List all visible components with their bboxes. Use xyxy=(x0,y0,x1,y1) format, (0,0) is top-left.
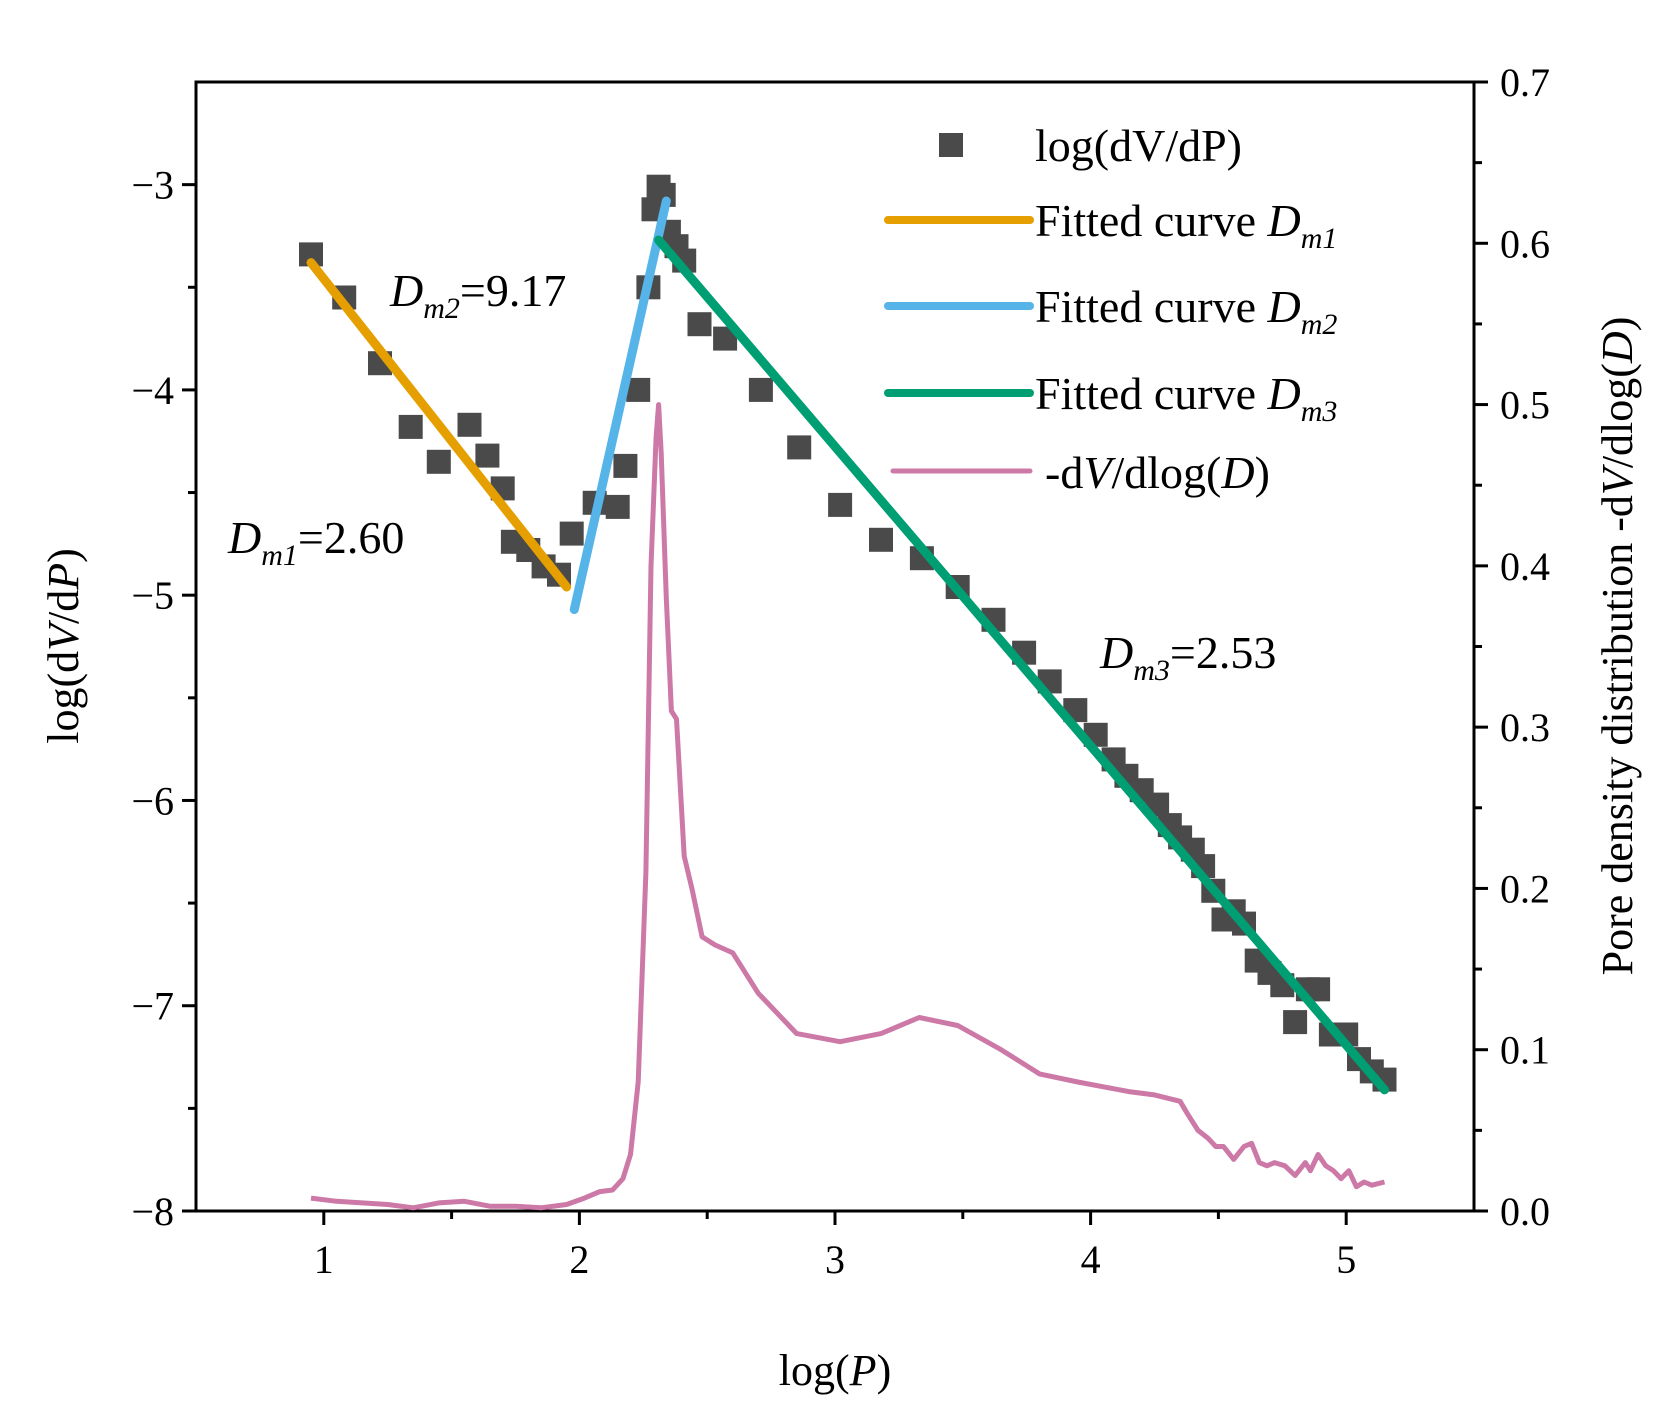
legend-marker-scatter xyxy=(939,133,963,157)
y-right-tick-label: 0.5 xyxy=(1500,383,1550,428)
y-right-tick-label: 0.3 xyxy=(1500,705,1550,750)
scatter-point xyxy=(828,492,853,517)
scatter-point xyxy=(559,521,584,546)
annotation-dm2: Dm2=9.17 xyxy=(389,265,566,325)
fit-line-dm2 xyxy=(569,196,671,615)
x-tick-label: 1 xyxy=(314,1237,334,1282)
y-tick-label: −4 xyxy=(131,368,174,413)
legend-label-dm2: Fitted curve Dm2 xyxy=(1035,281,1337,341)
axis-ticks: 1 2 3 4 5 −3 −4 −5 −6 −7 −8 0.7 0.6 0.5 0.4 0.3 0.2 0.1 0.… xyxy=(131,60,1550,1282)
y-right-tick-label: 0.2 xyxy=(1500,866,1550,911)
y-tick-label: −8 xyxy=(131,1189,174,1234)
legend-label-dm3: Fitted curve Dm3 xyxy=(1035,368,1337,428)
y-tick-label: −5 xyxy=(131,573,174,618)
scatter-point xyxy=(426,449,451,474)
y-right-tick-label: 0.0 xyxy=(1500,1189,1550,1234)
y-right-tick-label: 0.6 xyxy=(1500,221,1550,266)
scatter-point xyxy=(687,312,712,337)
scatter-point xyxy=(475,443,500,468)
y-right-tick-label: 0.7 xyxy=(1500,60,1550,105)
scatter-point xyxy=(398,414,423,439)
annotation-dm1: Dm1=2.60 xyxy=(227,512,404,572)
scatter-point xyxy=(787,435,812,460)
fit-line-dm3 xyxy=(654,235,1390,1095)
y-tick-label: −7 xyxy=(131,984,174,1029)
legend: log(dV/dP) Fitted curve Dm1 Fitted curve… xyxy=(884,120,1337,498)
scatter-point xyxy=(748,377,773,402)
y-right-tick-label: 0.4 xyxy=(1500,544,1550,589)
annotation-dm3: Dm3=2.53 xyxy=(1099,627,1276,687)
scatter-point xyxy=(457,412,482,437)
x-axis-title: log(P) xyxy=(779,1346,891,1395)
y-tick-label: −6 xyxy=(131,778,174,823)
series xyxy=(299,174,1397,1211)
x-tick-label: 5 xyxy=(1336,1237,1356,1282)
x-tick-label: 2 xyxy=(569,1237,589,1282)
y-right-axis-title: Pore density distribution -dV/dlog(D) xyxy=(1593,317,1642,976)
scatter-point xyxy=(613,453,638,478)
scatter-point xyxy=(1283,1010,1308,1035)
scatter-point xyxy=(605,494,630,519)
x-tick-label: 4 xyxy=(1081,1237,1101,1282)
y-axis-title: log(dV/dP) xyxy=(39,548,88,744)
density-curve xyxy=(310,402,1386,1211)
x-tick-label: 3 xyxy=(825,1237,845,1282)
scatter-point xyxy=(869,527,893,552)
legend-label-dm1: Fitted curve Dm1 xyxy=(1035,195,1337,255)
legend-label-density: -dV/dlog(D) xyxy=(1045,447,1270,498)
fit-line-dm1 xyxy=(306,258,572,592)
legend-label-scatter: log(dV/dP) xyxy=(1035,120,1242,171)
y-right-tick-label: 0.1 xyxy=(1500,1028,1550,1073)
y-tick-label: −3 xyxy=(131,163,174,208)
scatter-point xyxy=(626,377,651,402)
